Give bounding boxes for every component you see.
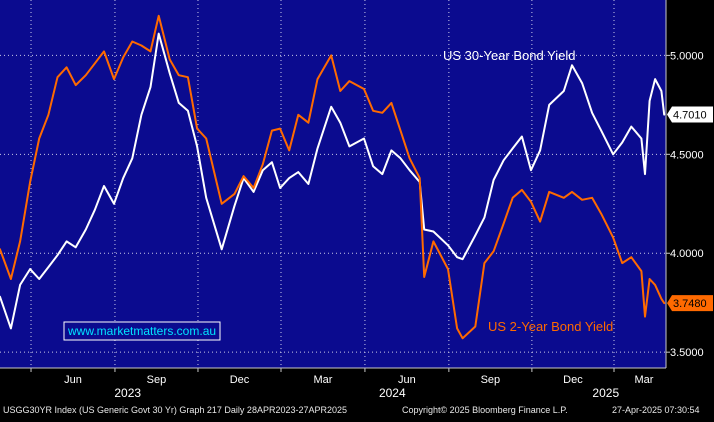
footer-timestamp-text: 27-Apr-2025 07:30:54 <box>612 405 700 415</box>
grid-lines <box>0 0 666 368</box>
y-tick-label: 4.5000 <box>670 149 704 161</box>
last-value-label: 3.7480 <box>673 298 707 310</box>
last-value-label: 4.7010 <box>673 110 707 122</box>
y-tick-label: 5.0000 <box>670 50 704 62</box>
watermark-box <box>63 321 221 341</box>
footer-copyright-text: Copyright© 2025 Bloomberg Finance L.P. <box>402 405 568 415</box>
series-lines <box>0 14 666 340</box>
watermark-text: www.marketmatters.com.au <box>67 324 216 338</box>
x-tick-label: Sep <box>481 374 501 386</box>
x-year-label: 2025 <box>592 386 619 400</box>
y-axis-ticks: 3.5000 4.0000 4.5000 5.0000 <box>666 50 704 359</box>
x-tick-label: Jun <box>398 374 416 386</box>
x-tick-label: Jun <box>64 374 82 386</box>
x-year-label: 2023 <box>114 386 141 400</box>
series-line-us-30-year <box>0 32 666 330</box>
x-tick-label: Mar <box>635 374 654 386</box>
axis-panel-background <box>666 0 714 400</box>
y-tick-label: 3.5000 <box>670 347 704 359</box>
annotation-2yr: US 2-Year Bond Yield <box>488 319 613 334</box>
last-value-tag <box>667 106 713 123</box>
last-value-labels: 4.7010 3.7480 <box>667 106 713 312</box>
x-tick-label: Sep <box>147 374 167 386</box>
date-axis-background <box>0 368 666 400</box>
x-tick-label: Mar <box>313 374 332 386</box>
annotation-30yr: US 30-Year Bond Yield <box>443 48 576 63</box>
x-axis-ticks: Jun Sep Dec Mar Jun Sep Dec Mar 2023 2024 2025 <box>30 368 654 400</box>
last-value-tag <box>667 295 713 312</box>
footer-background <box>0 400 714 417</box>
x-tick-label: Dec <box>230 374 250 386</box>
footer-left-text: USGG30YR Index (US Generic Govt 30 Yr) G… <box>3 405 347 415</box>
x-year-label: 2024 <box>379 386 406 400</box>
series-line-us-2-year <box>0 14 666 340</box>
x-tick-label: Dec <box>563 374 583 386</box>
y-tick-label: 4.0000 <box>670 248 704 260</box>
